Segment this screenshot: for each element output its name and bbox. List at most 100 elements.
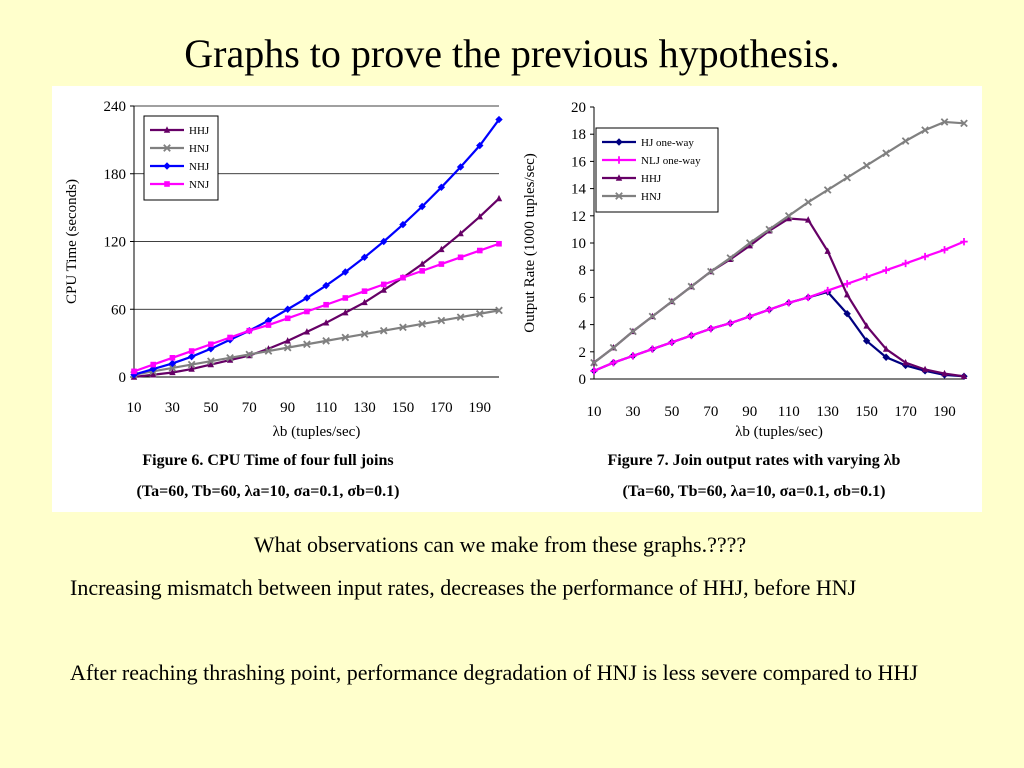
data-point <box>380 237 388 246</box>
data-point <box>687 331 696 340</box>
data-point <box>380 286 387 293</box>
data-point <box>745 239 754 247</box>
data-point <box>475 309 484 318</box>
data-point <box>399 220 407 229</box>
data-point <box>150 371 157 378</box>
x-tick-label: 10 <box>587 404 602 420</box>
y-tick-label: 0 <box>579 372 587 388</box>
data-point <box>941 369 948 377</box>
data-point <box>765 225 774 234</box>
x-tick-label: 170 <box>894 404 917 420</box>
slide-title: Graphs to prove the previous hypothesis. <box>184 31 840 76</box>
data-point <box>940 118 949 126</box>
data-point <box>590 367 598 375</box>
data-point <box>188 348 195 354</box>
data-point <box>668 297 676 306</box>
data-point <box>361 288 368 294</box>
data-point <box>862 273 871 281</box>
data-point <box>843 290 851 298</box>
data-point <box>804 198 813 207</box>
cpu-time-chart: 0 60 120 180 240 10 30 50 70 90 110 130 150 170 190 λb … <box>64 99 503 500</box>
data-point <box>476 141 484 150</box>
y-tick-label: 2 <box>579 345 587 361</box>
data-point <box>207 357 215 366</box>
legend-label: HNJ <box>189 143 210 155</box>
data-point <box>476 212 483 220</box>
y-tick-label: 240 <box>104 99 127 115</box>
data-point <box>648 345 657 353</box>
data-point <box>921 365 929 373</box>
data-point <box>168 359 177 368</box>
data-point <box>187 360 196 369</box>
output-rate-chart: 0 2 4 6 8 10 12 14 16 18 20 10 30 50 70 90 110 130 150 170 1… <box>522 100 968 500</box>
data-point <box>379 326 388 335</box>
data-point <box>495 194 503 202</box>
data-point <box>843 173 851 182</box>
data-point <box>187 352 196 361</box>
data-point <box>707 324 715 333</box>
data-point <box>265 322 272 328</box>
legend-label: HHJ <box>641 173 662 185</box>
y-tick-label: 14 <box>571 182 587 198</box>
data-point <box>882 266 890 274</box>
y-tick-label: 16 <box>571 154 587 170</box>
data-point <box>226 356 234 363</box>
x-tick-label: 10 <box>127 400 142 416</box>
data-point <box>245 350 254 359</box>
y-tick-label: 18 <box>571 127 586 143</box>
legend-label: NNJ <box>189 179 210 191</box>
series-line <box>133 118 500 376</box>
data-point <box>438 245 445 253</box>
data-point <box>283 305 292 313</box>
legend-marker <box>615 192 623 200</box>
data-point <box>609 343 618 352</box>
x-tick-label: 50 <box>664 404 679 420</box>
data-point <box>824 247 831 254</box>
data-point <box>322 337 330 345</box>
y-tick-label: 8 <box>579 263 587 279</box>
y-tick-label: 10 <box>571 236 586 252</box>
y-tick-label: 180 <box>104 167 127 183</box>
data-point <box>342 295 349 301</box>
data-point <box>303 328 311 335</box>
y-tick-label: 6 <box>579 290 587 306</box>
x-tick-label: 150 <box>392 400 415 416</box>
data-point <box>361 298 368 306</box>
legend-label: NLJ one-way <box>641 155 701 167</box>
data-point <box>188 365 195 372</box>
y-axis-label: Output Rate (1000 tuples/sec) <box>522 153 538 333</box>
data-point <box>862 337 871 345</box>
data-point <box>882 149 890 158</box>
data-point <box>668 338 676 346</box>
legend-label: NHJ <box>189 161 210 173</box>
x-tick-label: 50 <box>203 400 218 416</box>
data-point <box>863 322 870 329</box>
data-point <box>648 312 657 321</box>
data-point <box>804 293 812 302</box>
y-tick-label: 4 <box>579 318 587 334</box>
data-point <box>303 340 311 349</box>
series-nlj-one-way <box>590 237 968 375</box>
figure-parameters: (Ta=60, Tb=60, λa=10, σa=0.1, σb=0.1) <box>137 483 400 500</box>
data-point <box>726 319 735 327</box>
data-point <box>456 313 465 321</box>
data-point <box>629 327 637 336</box>
data-point <box>590 358 598 367</box>
data-point <box>765 305 773 314</box>
y-tick-label: 0 <box>119 370 127 386</box>
series-line <box>593 240 965 372</box>
figure-caption: Figure 7. Join output rates with varying… <box>608 452 901 469</box>
legend: HHJ HNJ NHJ NNJ <box>143 115 219 201</box>
y-axis-label: CPU Time (seconds) <box>64 179 80 304</box>
data-point <box>246 327 253 334</box>
data-point <box>418 320 426 328</box>
data-point <box>341 333 350 342</box>
series-line <box>133 242 500 373</box>
data-point <box>322 281 330 290</box>
y-tick-label: 120 <box>104 235 127 251</box>
y-tick-label: 20 <box>571 100 586 116</box>
data-point <box>264 347 273 355</box>
data-point <box>226 353 234 362</box>
x-tick-label: 170 <box>430 400 453 416</box>
data-point <box>360 253 369 262</box>
